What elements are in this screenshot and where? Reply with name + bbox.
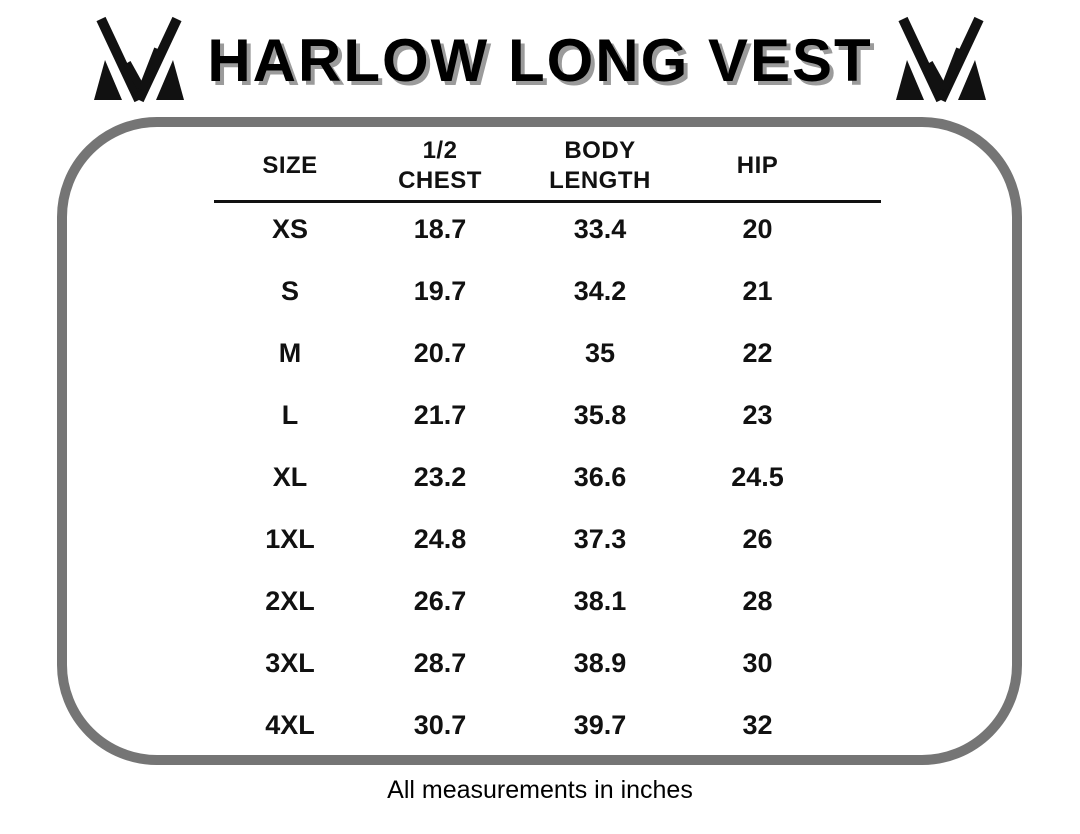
table-cell-hip: 26 bbox=[742, 523, 773, 554]
table-cell-chest: 24.8 bbox=[413, 523, 467, 554]
table-cell-length: 34.2 bbox=[573, 275, 627, 306]
table-cell-chest: 30.7 bbox=[413, 709, 467, 740]
table-header-rule bbox=[214, 200, 881, 203]
table-cell-size: S bbox=[280, 275, 299, 306]
table-header-row: SIZE 1/2 CHEST BODY LENGTH HIP bbox=[210, 130, 825, 202]
table-cell-hip: 28 bbox=[742, 585, 773, 616]
table-cell-size: XL bbox=[272, 461, 308, 492]
table-cell-size: L bbox=[281, 399, 299, 430]
size-chart-panel bbox=[57, 117, 1022, 765]
table-cell-length: 35 bbox=[584, 337, 616, 368]
table-cell-size: 2XL bbox=[265, 585, 315, 616]
table-cell-length: 35.8 bbox=[573, 399, 627, 430]
m-monogram-icon bbox=[895, 16, 986, 103]
table-body: XS 18.7 33.4 20 S 19.7 34.2 21 M 20.7 35… bbox=[210, 198, 825, 756]
column-header-half-chest: 1/2 CHEST bbox=[398, 137, 482, 194]
table-cell-chest: 21.7 bbox=[413, 399, 467, 430]
header: HARLOW LONG VEST bbox=[0, 10, 1080, 110]
table-cell-hip: 23 bbox=[742, 399, 773, 430]
table-cell-length: 38.9 bbox=[573, 647, 627, 678]
table-cell-size: M bbox=[278, 337, 302, 368]
table-cell-length: 36.6 bbox=[573, 461, 627, 492]
table-cell-length: 33.4 bbox=[573, 213, 627, 244]
table-cell-size: XS bbox=[271, 213, 309, 244]
page-title: HARLOW LONG VEST bbox=[207, 26, 873, 94]
column-header-body-length: BODY LENGTH bbox=[549, 137, 651, 194]
table-cell-chest: 19.7 bbox=[413, 275, 467, 306]
table-cell-hip: 22 bbox=[742, 337, 773, 368]
table-cell-chest: 26.7 bbox=[413, 585, 467, 616]
table-cell-size: 3XL bbox=[265, 647, 315, 678]
column-header-hip: HIP bbox=[736, 152, 779, 179]
table-cell-hip: 30 bbox=[742, 647, 773, 678]
table-cell-size: 1XL bbox=[265, 523, 315, 554]
table-cell-hip: 24.5 bbox=[731, 461, 784, 492]
table-cell-size: 4XL bbox=[265, 709, 315, 740]
table-cell-length: 38.1 bbox=[573, 585, 627, 616]
table-cell-chest: 18.7 bbox=[413, 213, 467, 244]
table-cell-chest: 20.7 bbox=[413, 337, 467, 368]
column-header-size: SIZE bbox=[262, 152, 318, 179]
table-cell-chest: 23.2 bbox=[413, 461, 467, 492]
m-monogram-icon bbox=[94, 16, 185, 103]
table-cell-hip: 21 bbox=[742, 275, 773, 306]
table-cell-chest: 28.7 bbox=[413, 647, 467, 678]
table-cell-hip: 32 bbox=[742, 709, 773, 740]
table-cell-hip: 20 bbox=[742, 213, 773, 244]
footnote: All measurements in inches bbox=[387, 776, 693, 804]
table-cell-length: 37.3 bbox=[573, 523, 627, 554]
table-cell-length: 39.7 bbox=[573, 709, 627, 740]
